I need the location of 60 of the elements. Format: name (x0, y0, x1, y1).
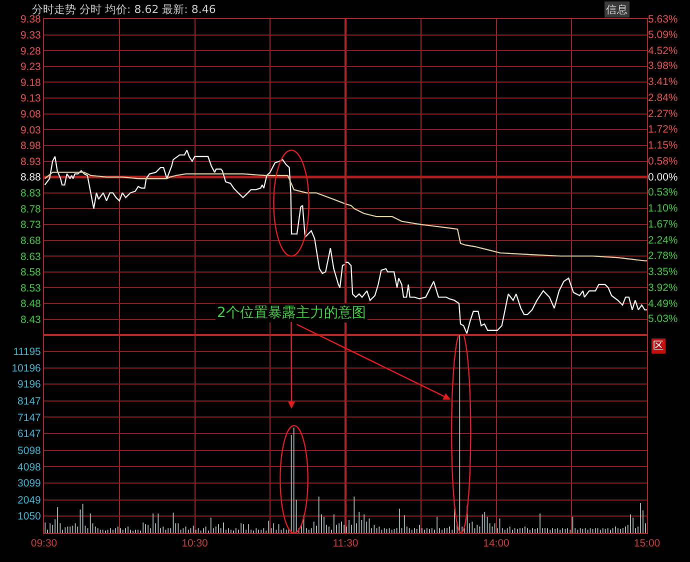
y-tick-label: 9.33 (20, 29, 42, 42)
y-tick-label: 8.58 (20, 266, 42, 279)
y-tick-label: 8.78 (20, 203, 42, 216)
y-tick-label: 9.38 (20, 14, 42, 26)
y-tick-label: 1050 (18, 510, 42, 523)
y-tick-label: 6147 (18, 428, 42, 440)
text: 2.24% (648, 234, 678, 247)
x-tick-label: 14:00 (483, 538, 510, 550)
text: 信息 (606, 3, 628, 16)
y-tick-label: 8.43 (20, 314, 42, 326)
y-tick-label: 8.98 (20, 140, 42, 152)
y-tick-label: 8.53 (20, 282, 42, 294)
text: 1.72% (648, 123, 678, 136)
y-tick-label: 8.68 (20, 234, 42, 247)
y-tick-label: 10196 (12, 362, 42, 374)
y-tick-label: 9.18 (20, 76, 42, 89)
text: 2.84% (648, 92, 678, 104)
y-tick-label: 8.73 (20, 219, 42, 232)
text: 3.41% (648, 76, 678, 88)
text: 3.35% (648, 266, 678, 278)
y-tick-label: 9.23 (20, 61, 42, 74)
text: 0.00% (648, 172, 678, 184)
text: 5.63% (648, 14, 678, 26)
y-tick-label: 8.48 (20, 298, 42, 310)
y-tick-label: 2049 (18, 494, 42, 506)
x-tick-label: 11:30 (332, 538, 358, 550)
text: 2.78% (648, 250, 678, 262)
x-tick-label: 10:30 (182, 538, 208, 550)
text: 5.09% (648, 28, 678, 41)
y-tick-label: 8.93 (20, 156, 42, 168)
y-tick-label: 9196 (18, 378, 42, 391)
x-tick-label: 09:30 (30, 538, 58, 550)
text: 3.98% (648, 60, 678, 72)
text: 区 (653, 340, 664, 352)
text: 1.67% (648, 218, 678, 231)
y-tick-label: 8.63 (20, 250, 42, 263)
y-tick-label: 9.08 (20, 108, 42, 121)
text: 5.03% (648, 312, 678, 325)
text: 2.27% (648, 108, 678, 120)
y-tick-label: 3099 (18, 477, 42, 490)
chart-title: 分时走势 分时 均价: 8.62 最新: 8.46 (32, 2, 216, 16)
text: 1.10% (648, 202, 678, 215)
y-tick-label: 9.28 (20, 45, 42, 58)
annotation: 2个位置暴露主力的意图 (217, 305, 366, 321)
text: 3.92% (648, 282, 678, 294)
text: 0.53% (648, 186, 678, 199)
text: 0.58% (648, 155, 678, 168)
y-tick-label: 8147 (18, 396, 42, 408)
y-tick-label: 7147 (18, 412, 42, 424)
text: 4.49% (648, 298, 678, 310)
y-tick-label: 9.13 (20, 92, 42, 105)
text: 4.52% (648, 44, 678, 57)
y-tick-label: 4098 (18, 461, 42, 474)
y-tick-label: 5098 (18, 445, 42, 458)
y-tick-label: 9.03 (20, 124, 42, 136)
y-tick-label: 8.88 (20, 172, 42, 184)
text: 1.15% (648, 139, 678, 152)
y-tick-label: 11195 (13, 346, 42, 358)
x-tick-label: 15:00 (634, 538, 660, 550)
y-tick-label: 8.83 (20, 188, 42, 200)
